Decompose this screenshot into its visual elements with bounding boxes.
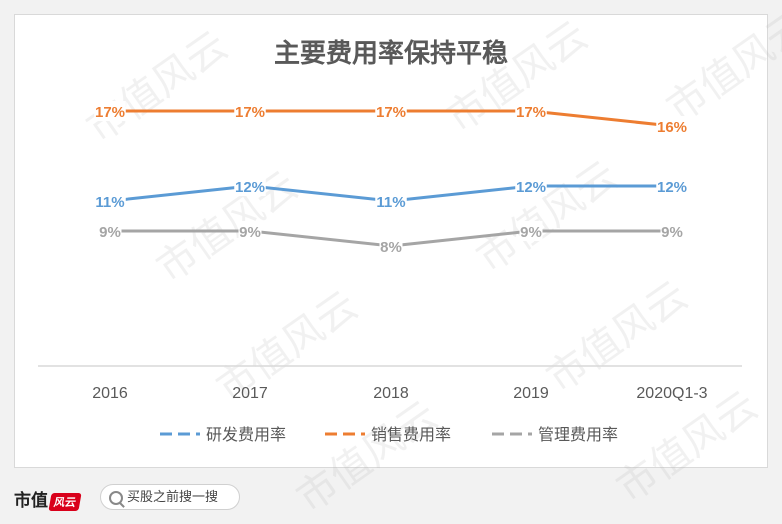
data-label: 17% bbox=[95, 104, 125, 121]
brand-logo: 市值 风云 bbox=[14, 486, 82, 511]
chart-title: 主要费用率保持平稳 bbox=[274, 38, 508, 69]
data-label: 17% bbox=[516, 104, 546, 121]
data-label: 11% bbox=[376, 194, 405, 211]
x-tick-label: 2019 bbox=[513, 385, 549, 402]
data-label-bg bbox=[98, 221, 122, 241]
data-label: 9% bbox=[520, 224, 542, 241]
data-label-bg bbox=[234, 101, 266, 121]
data-label-bg bbox=[379, 236, 403, 256]
x-tick-label: 2020Q1-3 bbox=[636, 385, 707, 402]
search-box[interactable]: 买股之前搜一搜 bbox=[100, 484, 240, 510]
data-label: 9% bbox=[99, 224, 121, 241]
brand-badge: 风云 bbox=[48, 492, 82, 511]
data-label-bg bbox=[515, 176, 547, 196]
data-label: 8% bbox=[380, 239, 402, 256]
data-label: 9% bbox=[239, 224, 261, 241]
data-label: 12% bbox=[657, 179, 687, 196]
search-icon bbox=[109, 491, 123, 505]
line-chart: 主要费用率保持平稳 2016 2017 2018 2019 2020Q1-3 11% 12% 1… bbox=[38, 38, 742, 444]
legend-label: 研发费用率 bbox=[206, 425, 286, 444]
x-tick-label: 2016 bbox=[92, 385, 128, 402]
data-label-bg bbox=[660, 221, 684, 241]
data-label: 17% bbox=[376, 104, 406, 121]
footer-bar: 市值 风云 买股之前搜一搜 bbox=[0, 478, 782, 522]
data-label-bg bbox=[94, 191, 126, 211]
data-label-bg bbox=[94, 101, 126, 121]
data-label-bg bbox=[238, 221, 262, 241]
search-text: 买股之前搜一搜 bbox=[127, 490, 219, 505]
data-label-bg bbox=[656, 176, 688, 196]
data-label-bg bbox=[375, 101, 407, 121]
data-label-bg bbox=[515, 101, 547, 121]
data-label: 12% bbox=[516, 179, 546, 196]
data-label: 11% bbox=[95, 194, 124, 211]
data-label: 17% bbox=[235, 104, 265, 121]
legend-label: 管理费用率 bbox=[538, 425, 618, 444]
data-label: 9% bbox=[661, 224, 683, 241]
x-tick-label: 2017 bbox=[232, 385, 268, 402]
data-label: 16% bbox=[657, 119, 687, 136]
data-label: 12% bbox=[235, 179, 265, 196]
data-label-bg bbox=[375, 191, 407, 211]
brand-text: 市值 bbox=[14, 491, 48, 511]
data-label-bg bbox=[519, 221, 543, 241]
data-label-bg bbox=[656, 116, 688, 136]
x-tick-label: 2018 bbox=[373, 385, 409, 402]
data-label-bg bbox=[234, 176, 266, 196]
legend-label: 销售费用率 bbox=[371, 425, 451, 444]
